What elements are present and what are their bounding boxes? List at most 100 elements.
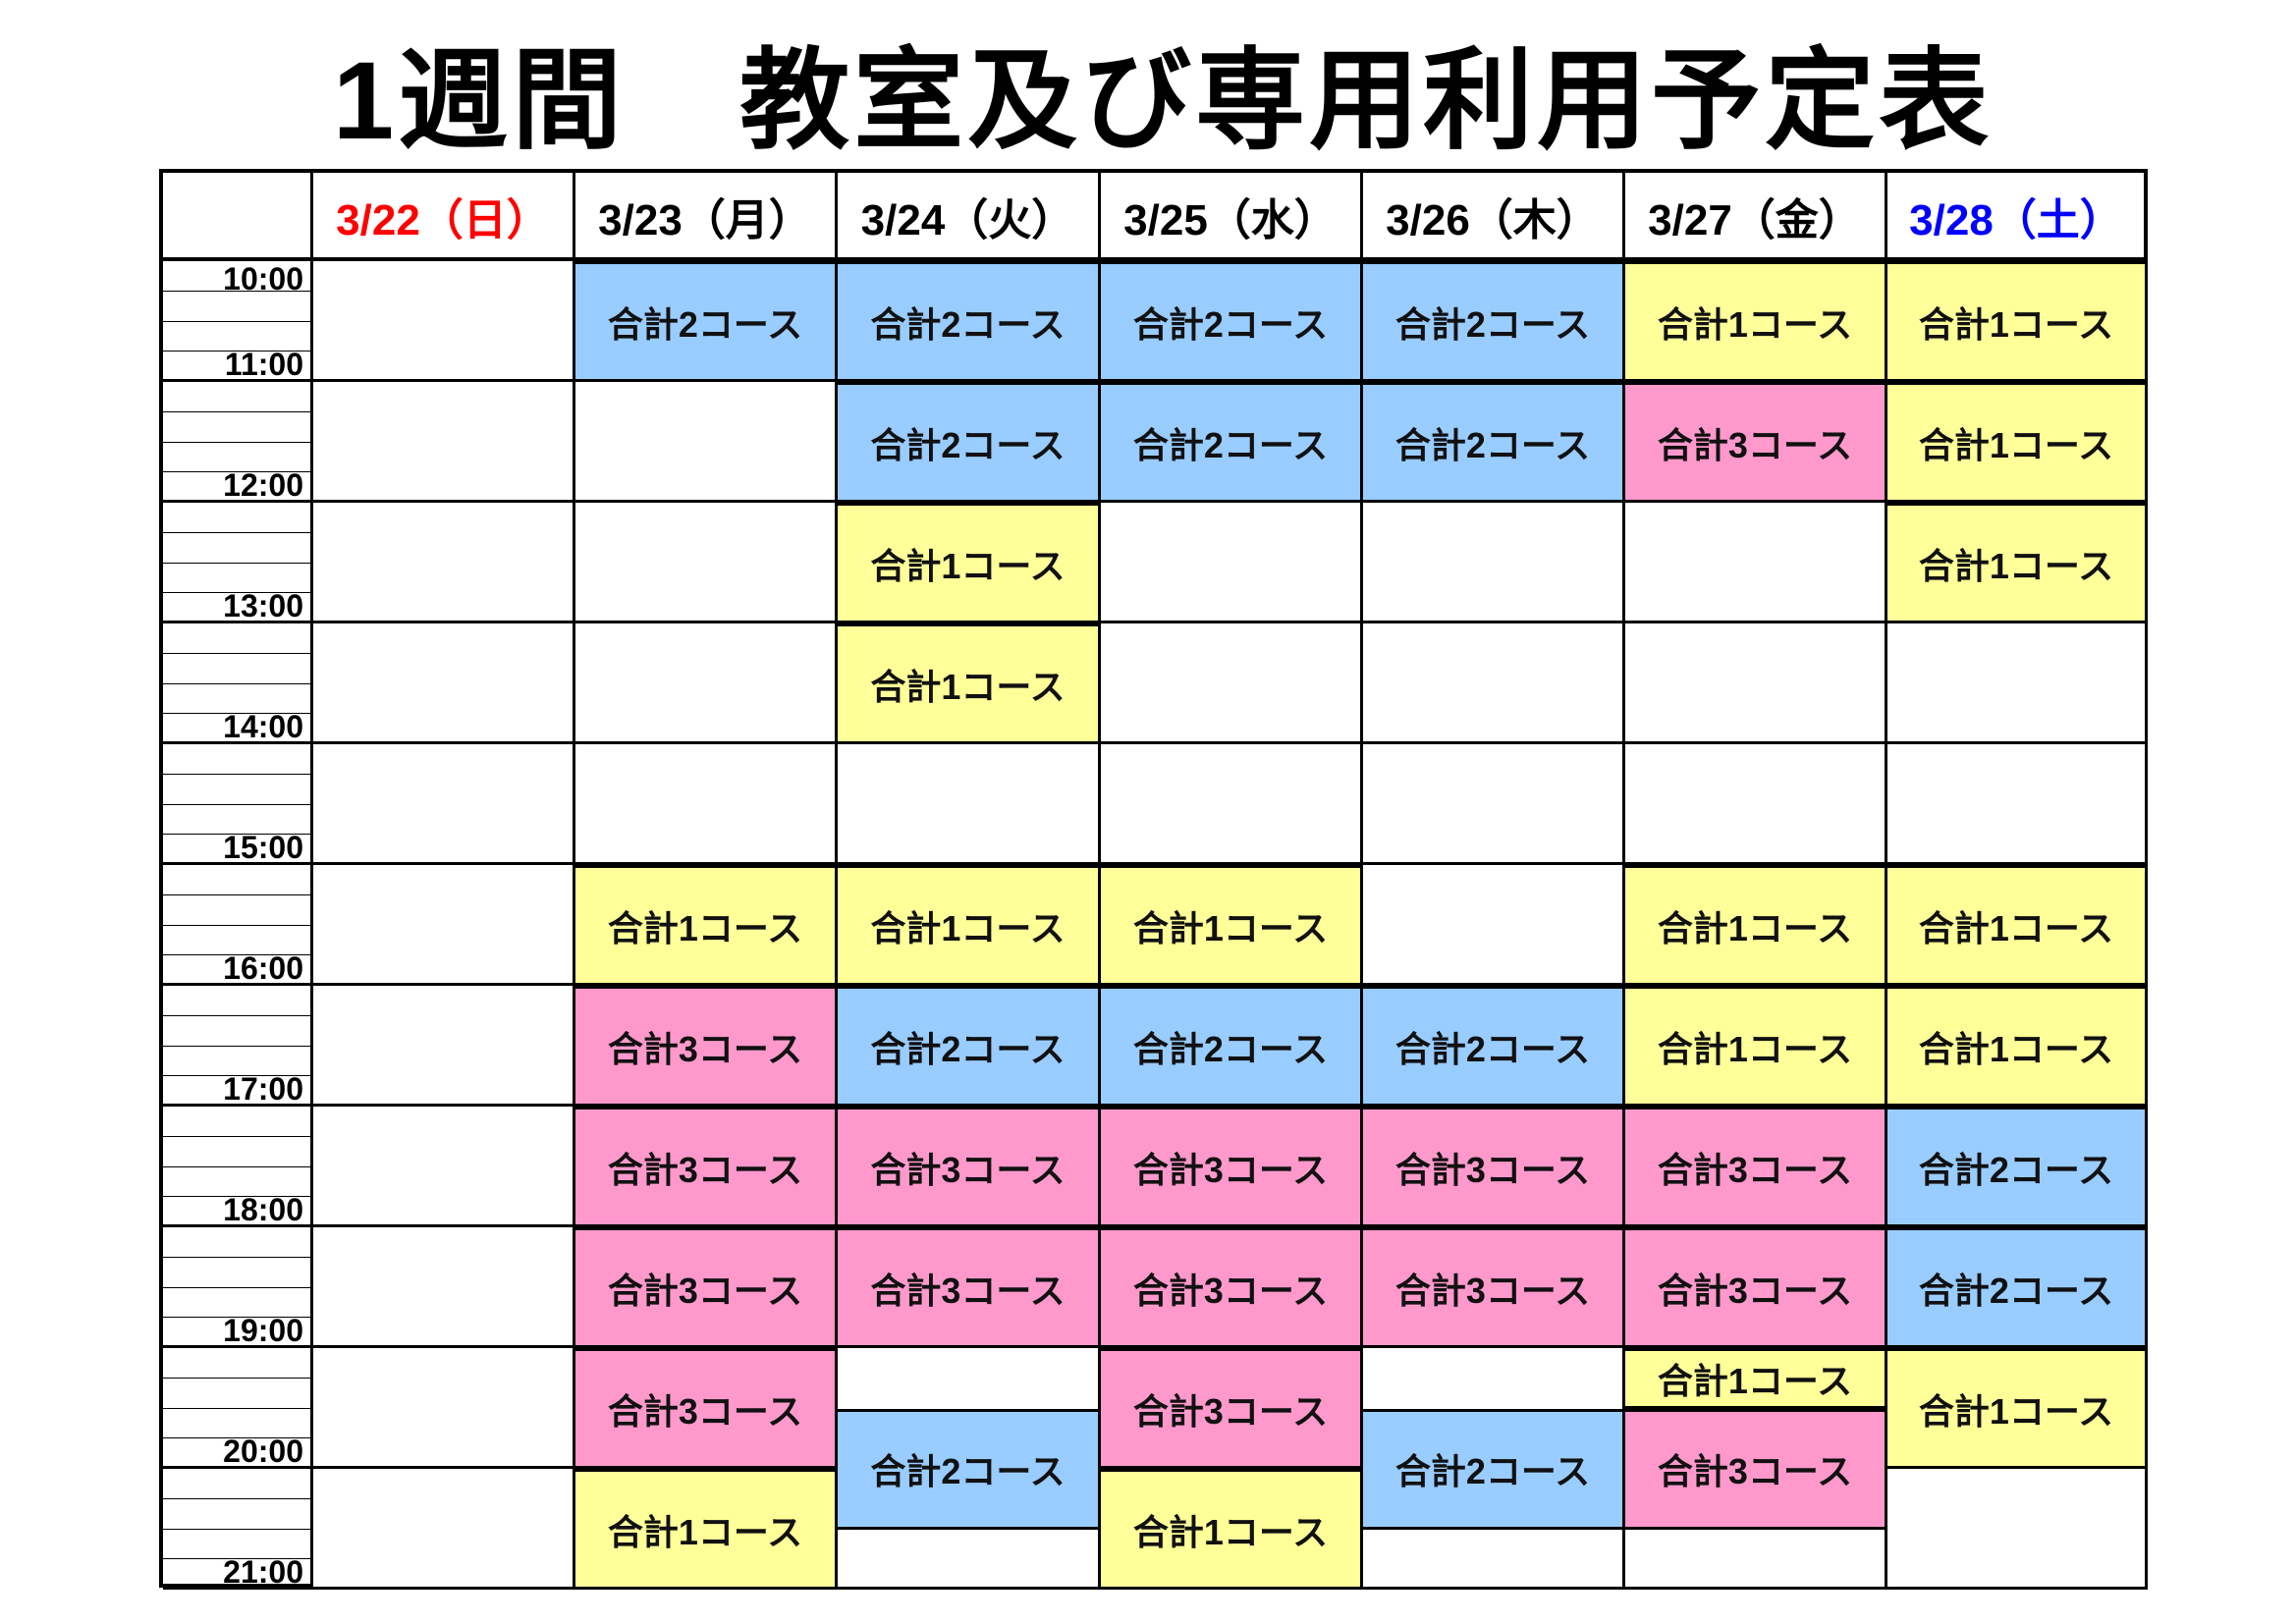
schedule-block: 合計1コース: [1887, 261, 2148, 382]
time-subrow: [163, 1408, 313, 1439]
empty-slot: [575, 382, 838, 503]
time-subrow: [163, 774, 313, 805]
day-header: 3/24（火）: [838, 173, 1101, 259]
schedule-block: 合計1コース: [838, 503, 1101, 623]
schedule-block: 合計3コース: [575, 986, 838, 1107]
empty-slot: [1887, 1469, 2148, 1590]
schedule-block: 合計3コース: [575, 1107, 838, 1227]
time-subrow: [163, 1166, 313, 1198]
header-corner: [163, 173, 313, 259]
schedule-block: 合計1コース: [575, 1469, 838, 1590]
empty-slot: [1363, 744, 1625, 865]
schedule-block: 合計2コース: [1363, 261, 1625, 382]
day-header: 3/26（木）: [1363, 173, 1625, 259]
schedule-block: 合計1コース: [1625, 261, 1887, 382]
empty-slot: [1363, 503, 1625, 623]
time-subrow: [163, 835, 313, 865]
time-subrow: [163, 503, 313, 533]
schedule-block: 合計1コース: [1625, 1348, 1887, 1409]
schedule-block: 合計3コース: [1625, 382, 1887, 503]
schedule-block: 合計3コース: [575, 1227, 838, 1348]
time-subrow: [163, 593, 313, 623]
schedule-block: 合計1コース: [1101, 865, 1363, 986]
schedule-block: 合計2コース: [1101, 382, 1363, 503]
empty-slot: [313, 503, 575, 623]
empty-slot: [313, 1348, 575, 1469]
schedule-block: 合計2コース: [1887, 1107, 2148, 1227]
day-header: 3/23（月）: [575, 173, 838, 259]
schedule-block: 合計2コース: [1363, 382, 1625, 503]
time-subrow: [163, 261, 313, 292]
empty-slot: [1363, 865, 1625, 986]
schedule-block: 合計1コース: [575, 865, 838, 986]
empty-slot: [1101, 503, 1363, 623]
time-label: 15:00: [223, 830, 303, 865]
time-label: 11:00: [224, 347, 303, 382]
time-subrow: [163, 1378, 313, 1409]
time-label: 21:00: [223, 1554, 303, 1590]
schedule-block: 合計1コース: [1101, 1469, 1363, 1590]
schedule-block: 合計1コース: [1625, 865, 1887, 986]
time-subrow: [163, 683, 313, 715]
schedule-block: 合計1コース: [1887, 986, 2148, 1107]
schedule-block: 合計3コース: [1101, 1227, 1363, 1348]
time-subrow: [163, 623, 313, 654]
time-subrow: [163, 352, 313, 382]
empty-slot: [313, 865, 575, 986]
empty-slot: [1625, 744, 1887, 865]
time-subrow: [163, 563, 313, 594]
empty-slot: [575, 744, 838, 865]
schedule-block: 合計3コース: [1625, 1107, 1887, 1227]
schedule-block: 合計2コース: [1363, 1408, 1625, 1530]
schedule-block: 合計1コース: [838, 623, 1101, 744]
time-subrow: [163, 1469, 313, 1499]
time-subrow: [163, 1498, 313, 1530]
empty-slot: [1101, 623, 1363, 744]
time-subrow: [163, 291, 313, 322]
empty-slot: [838, 744, 1101, 865]
time-subrow: [163, 1015, 313, 1047]
time-subrow: [163, 1559, 313, 1590]
schedule-block: 合計1コース: [838, 865, 1101, 986]
time-subrow: [163, 1348, 313, 1379]
empty-slot: [313, 1227, 575, 1348]
time-subrow: [163, 744, 313, 775]
schedule-block: 合計2コース: [838, 986, 1101, 1107]
day-header: 3/25（水）: [1101, 173, 1363, 259]
schedule-block: 合計3コース: [838, 1107, 1101, 1227]
schedule-block: 合計3コース: [1101, 1107, 1363, 1227]
time-subrow: [163, 1227, 313, 1258]
time-subrow: [163, 1107, 313, 1137]
time-label: 10:00: [223, 261, 303, 297]
empty-slot: [313, 986, 575, 1107]
schedule-block: 合計1コース: [1625, 986, 1887, 1107]
schedule-block: 合計1コース: [1887, 1348, 2148, 1469]
time-subrow: [163, 925, 313, 956]
empty-slot: [1363, 623, 1625, 744]
time-subrow: [163, 1287, 313, 1319]
time-subrow: [163, 1257, 313, 1288]
schedule-block: 合計1コース: [1887, 382, 2148, 503]
time-subrow: [163, 986, 313, 1016]
time-subrow: [163, 1529, 313, 1560]
day-header: 3/27（金）: [1625, 173, 1887, 259]
schedule-block: 合計3コース: [838, 1227, 1101, 1348]
schedule-block: 合計2コース: [1101, 986, 1363, 1107]
empty-slot: [313, 744, 575, 865]
empty-slot: [1887, 744, 2148, 865]
empty-slot: [1625, 623, 1887, 744]
time-subrow: [163, 1136, 313, 1167]
empty-slot: [313, 1107, 575, 1227]
schedule-block: 合計2コース: [838, 382, 1101, 503]
empty-slot: [313, 1469, 575, 1590]
time-label: 14:00: [223, 709, 303, 744]
empty-slot: [1101, 744, 1363, 865]
time-subrow: [163, 1438, 313, 1469]
time-subrow: [163, 1197, 313, 1227]
time-label: 17:00: [223, 1071, 303, 1107]
time-subrow: [163, 1318, 313, 1348]
time-label: 12:00: [223, 467, 303, 503]
time-subrow: [163, 804, 313, 836]
schedule-block: 合計2コース: [838, 261, 1101, 382]
day-header: 3/22（日）: [313, 173, 575, 259]
